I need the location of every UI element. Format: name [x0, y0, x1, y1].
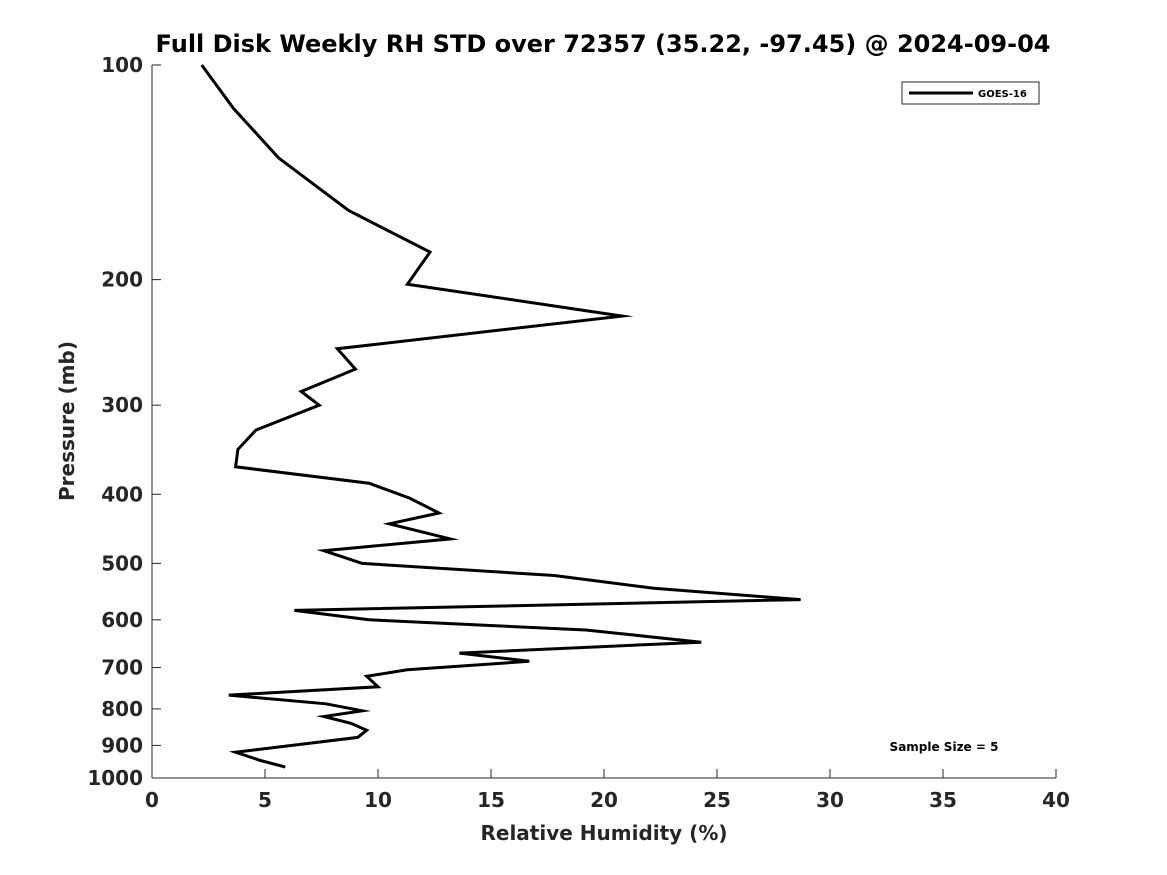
y-tick-label: 900: [101, 733, 143, 757]
x-axis-label: Relative Humidity (%): [480, 821, 727, 845]
series-layer: [200, 64, 801, 769]
x-tick-label: 5: [258, 788, 272, 812]
x-tick-label: 30: [816, 788, 844, 812]
y-ticks: 100 200 300 400 500 600 700 800 900 1000: [87, 53, 161, 790]
x-ticks: 0 5 10 15 20 25 30 35 40: [145, 769, 1070, 812]
y-tick-label: 800: [101, 697, 143, 721]
y-tick-label: 500: [101, 551, 143, 575]
x-tick-label: 10: [364, 788, 392, 812]
series-line-goes-16: [200, 64, 801, 769]
y-tick-label: 300: [101, 393, 143, 417]
x-tick-label: 40: [1042, 788, 1070, 812]
x-tick-label: 15: [477, 788, 505, 812]
legend-label-goes-16: GOES-16: [978, 89, 1027, 100]
y-axis-label: Pressure (mb): [55, 341, 79, 501]
sample-size-annotation: Sample Size = 5: [890, 740, 999, 754]
y-tick-label: 600: [101, 608, 143, 632]
x-tick-label: 20: [590, 788, 618, 812]
legend: GOES-16: [901, 81, 1040, 105]
plot-area: 0 5 10 15 20 25 30 35 40 100 200 300 400 500 600 700 80…: [87, 53, 1070, 812]
y-tick-label: 700: [101, 656, 143, 680]
y-tick-label: 100: [101, 53, 143, 77]
y-tick-label: 400: [101, 482, 143, 506]
x-tick-label: 35: [929, 788, 957, 812]
y-tick-label: 1000: [87, 766, 143, 790]
y-tick-label: 200: [101, 268, 143, 292]
chart-title: Full Disk Weekly RH STD over 72357 (35.2…: [156, 30, 1051, 58]
x-tick-label: 0: [145, 788, 159, 812]
x-tick-label: 25: [703, 788, 731, 812]
